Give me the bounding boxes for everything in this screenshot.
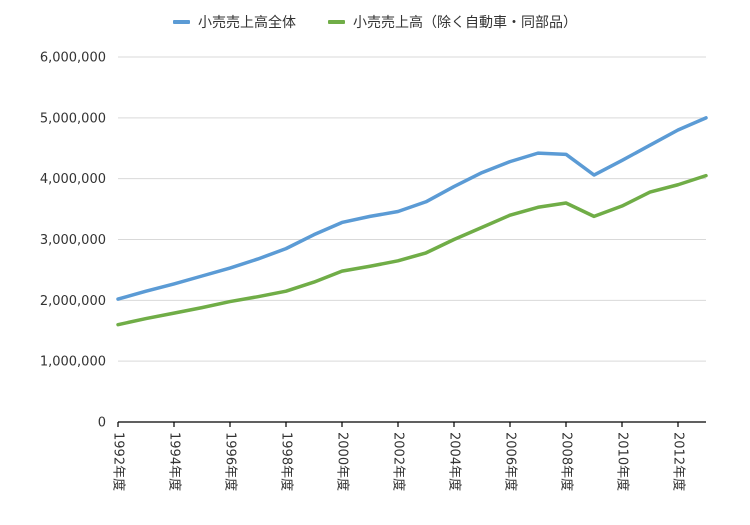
y-axis-label: 1,000,000: [40, 355, 106, 370]
line-chart-canvas: 0 1,000,000 2,000,000 3,000,000 4,000,000 5,0…: [40, 51, 708, 491]
y-axis-label: 3,000,000: [40, 233, 106, 248]
x-axis-label: 2006年度: [503, 432, 519, 491]
legend-label-excl-auto: 小売売上高（除く自動車・同部品）: [353, 15, 577, 31]
x-axis-label: 2000年度: [335, 432, 351, 491]
chart-legend: 小売売上高全体 小売売上高（除く自動車・同部品）: [0, 0, 750, 34]
x-axis-label: 2002年度: [391, 432, 407, 491]
legend-swatch-total-line: [173, 20, 190, 24]
x-axis-label: 2008年度: [559, 432, 575, 491]
x-axis-label: 1994年度: [167, 432, 183, 491]
legend-item-excl-auto: 小売売上高（除く自動車・同部品）: [328, 12, 577, 32]
y-axis-label: 4,000,000: [40, 172, 106, 187]
y-axis-label: 5,000,000: [40, 111, 106, 126]
x-axis-label: 2010年度: [615, 432, 631, 491]
x-axis-label: 1998年度: [279, 432, 295, 491]
x-axis-label: 1992年度: [111, 432, 127, 491]
x-axis-label: 2012年度: [671, 432, 687, 491]
legend-swatch-excl-auto-line: [328, 20, 345, 24]
series-line-1: [116, 173, 708, 327]
y-axis-label: 6,000,000: [40, 51, 106, 66]
legend-label-total: 小売売上高全体: [198, 15, 296, 31]
y-axis-label: 2,000,000: [40, 294, 106, 309]
x-axis-label: 1996年度: [223, 432, 239, 491]
series-line-0: [116, 116, 708, 301]
x-axis-label: 2004年度: [447, 432, 463, 491]
y-axis-label: 0: [98, 416, 106, 431]
legend-item-total: 小売売上高全体: [173, 12, 296, 32]
